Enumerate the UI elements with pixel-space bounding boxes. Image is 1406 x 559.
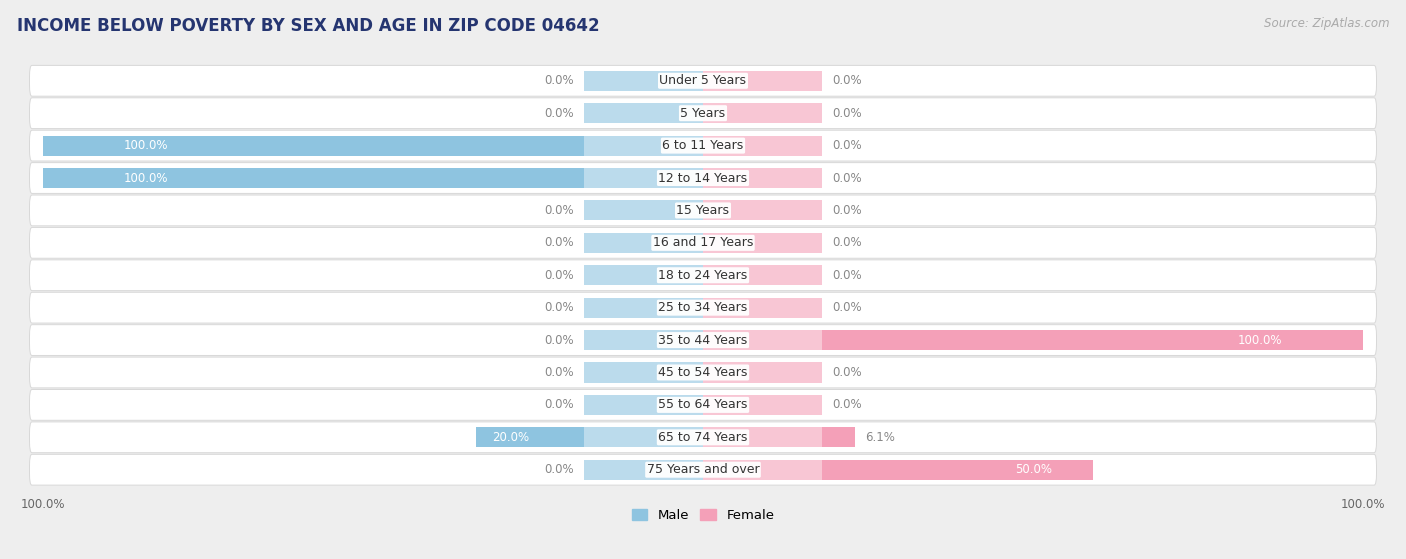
- Bar: [583, 233, 703, 253]
- Text: 6 to 11 Years: 6 to 11 Years: [662, 139, 744, 152]
- Text: 25 to 34 Years: 25 to 34 Years: [658, 301, 748, 314]
- Text: 100.0%: 100.0%: [1237, 334, 1282, 347]
- Bar: [583, 71, 703, 91]
- Text: 75 Years and over: 75 Years and over: [647, 463, 759, 476]
- Text: 100.0%: 100.0%: [124, 172, 169, 184]
- FancyBboxPatch shape: [30, 195, 1376, 226]
- Text: 0.0%: 0.0%: [544, 236, 574, 249]
- Bar: [703, 168, 823, 188]
- FancyBboxPatch shape: [30, 260, 1376, 291]
- Bar: [703, 330, 823, 350]
- Text: 0.0%: 0.0%: [832, 366, 862, 379]
- FancyBboxPatch shape: [30, 163, 1376, 193]
- Bar: [583, 330, 703, 350]
- Text: 0.0%: 0.0%: [544, 366, 574, 379]
- Text: 0.0%: 0.0%: [544, 334, 574, 347]
- Text: 35 to 44 Years: 35 to 44 Years: [658, 334, 748, 347]
- Text: 0.0%: 0.0%: [544, 399, 574, 411]
- Bar: [703, 297, 823, 318]
- Text: Source: ZipAtlas.com: Source: ZipAtlas.com: [1264, 17, 1389, 30]
- Text: 0.0%: 0.0%: [544, 107, 574, 120]
- Bar: [583, 362, 703, 382]
- FancyBboxPatch shape: [30, 325, 1376, 356]
- Bar: [42, 168, 583, 188]
- Text: Under 5 Years: Under 5 Years: [659, 74, 747, 87]
- Text: 0.0%: 0.0%: [832, 172, 862, 184]
- Bar: [583, 200, 703, 220]
- Text: 0.0%: 0.0%: [832, 139, 862, 152]
- Legend: Male, Female: Male, Female: [626, 504, 780, 527]
- Bar: [583, 136, 703, 155]
- Bar: [703, 136, 823, 155]
- Text: 50.0%: 50.0%: [1015, 463, 1052, 476]
- Bar: [583, 459, 703, 480]
- Text: 0.0%: 0.0%: [544, 301, 574, 314]
- Text: 16 and 17 Years: 16 and 17 Years: [652, 236, 754, 249]
- FancyBboxPatch shape: [30, 130, 1376, 161]
- Bar: [583, 103, 703, 123]
- Bar: [703, 427, 823, 447]
- FancyBboxPatch shape: [30, 65, 1376, 96]
- FancyBboxPatch shape: [30, 292, 1376, 323]
- Text: 0.0%: 0.0%: [544, 463, 574, 476]
- Bar: [703, 200, 823, 220]
- Text: 55 to 64 Years: 55 to 64 Years: [658, 399, 748, 411]
- Bar: [583, 297, 703, 318]
- Bar: [703, 103, 823, 123]
- Bar: [583, 265, 703, 285]
- Text: 5 Years: 5 Years: [681, 107, 725, 120]
- Bar: [42, 136, 583, 155]
- Text: 0.0%: 0.0%: [832, 236, 862, 249]
- Text: 20.0%: 20.0%: [492, 431, 529, 444]
- Text: 0.0%: 0.0%: [832, 107, 862, 120]
- Text: 0.0%: 0.0%: [544, 269, 574, 282]
- Bar: [703, 71, 823, 91]
- Bar: [823, 459, 1092, 480]
- FancyBboxPatch shape: [30, 98, 1376, 129]
- Text: 0.0%: 0.0%: [544, 74, 574, 87]
- Text: INCOME BELOW POVERTY BY SEX AND AGE IN ZIP CODE 04642: INCOME BELOW POVERTY BY SEX AND AGE IN Z…: [17, 17, 599, 35]
- Bar: [703, 233, 823, 253]
- Bar: [703, 362, 823, 382]
- Bar: [823, 330, 1364, 350]
- Text: 0.0%: 0.0%: [832, 301, 862, 314]
- Text: 15 Years: 15 Years: [676, 204, 730, 217]
- Text: 0.0%: 0.0%: [832, 399, 862, 411]
- FancyBboxPatch shape: [30, 228, 1376, 258]
- Bar: [475, 427, 583, 447]
- Bar: [583, 168, 703, 188]
- Text: 6.1%: 6.1%: [865, 431, 894, 444]
- FancyBboxPatch shape: [30, 454, 1376, 485]
- FancyBboxPatch shape: [30, 422, 1376, 453]
- Text: 0.0%: 0.0%: [832, 74, 862, 87]
- Text: 12 to 14 Years: 12 to 14 Years: [658, 172, 748, 184]
- Bar: [703, 395, 823, 415]
- Text: 0.0%: 0.0%: [544, 204, 574, 217]
- FancyBboxPatch shape: [30, 390, 1376, 420]
- Text: 45 to 54 Years: 45 to 54 Years: [658, 366, 748, 379]
- Bar: [703, 459, 823, 480]
- Bar: [583, 395, 703, 415]
- Text: 100.0%: 100.0%: [124, 139, 169, 152]
- Text: 18 to 24 Years: 18 to 24 Years: [658, 269, 748, 282]
- Text: 0.0%: 0.0%: [832, 269, 862, 282]
- Text: 65 to 74 Years: 65 to 74 Years: [658, 431, 748, 444]
- Bar: [583, 427, 703, 447]
- Text: 0.0%: 0.0%: [832, 204, 862, 217]
- FancyBboxPatch shape: [30, 357, 1376, 388]
- Bar: [703, 265, 823, 285]
- Bar: [823, 427, 855, 447]
